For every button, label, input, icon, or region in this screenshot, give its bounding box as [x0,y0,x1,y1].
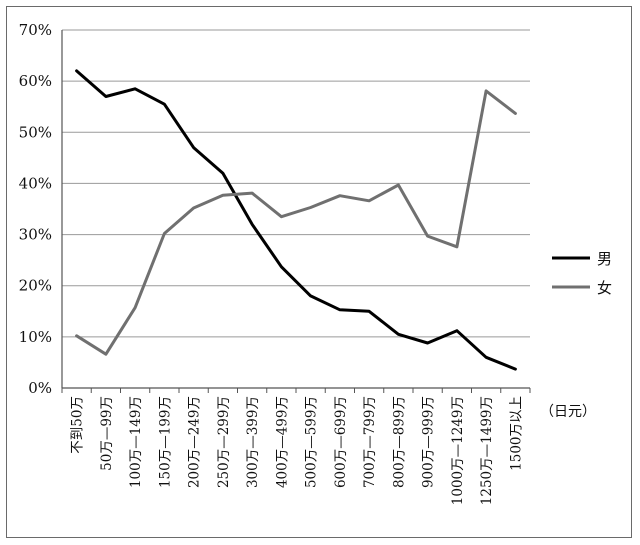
x-tick-label: 800万—899万 [391,396,407,488]
x-tick-label: 300万—399万 [245,396,261,488]
x-tick-label: 250万—299万 [216,396,232,488]
legend-label-0: 男 [597,250,612,268]
y-tick-label: 10% [19,328,52,346]
y-tick-label: 20% [19,277,52,295]
series-line-0 [75,69,517,371]
y-tick-label: 40% [19,174,52,192]
x-tick-label: 1000万—1249万 [450,396,466,505]
legend-label-1: 女 [597,279,612,297]
x-tick-label: 200万—249万 [187,396,203,488]
axes [61,30,531,393]
y-tick-label: 60% [19,72,52,90]
x-tick-label: 700万—799万 [362,396,378,488]
tick-labels: 0% 10% 20% 30% 40% 50% 60% 70% 不到50万 50万—99万 100万—… [19,21,525,505]
x-tick-label: 1250万—1499万 [479,396,495,505]
x-tick-label: 1500万以上 [508,396,524,471]
x-tick-label: 500万—599万 [304,396,320,488]
series-lines [75,69,517,371]
x-tick-label: 不到50万 [70,396,86,454]
x-tick-label: 600万—699万 [333,396,349,488]
x-tick-label: 400万—499万 [274,396,290,488]
gridlines [62,29,530,338]
x-tick-label: 50万—99万 [99,396,115,471]
legend: 男女 [552,250,612,297]
y-tick-label: 50% [19,123,52,141]
x-axis-unit-label: （日元） [540,404,596,420]
y-tick-label: 70% [19,21,52,39]
y-tick-label: 30% [19,226,52,244]
x-tick-label: 150万—199万 [157,396,173,488]
x-tick-label: 100万—149万 [128,396,144,488]
y-tick-label: 0% [28,379,52,397]
x-tick-label: 900万—999万 [421,396,437,488]
series-line-1 [75,89,517,356]
